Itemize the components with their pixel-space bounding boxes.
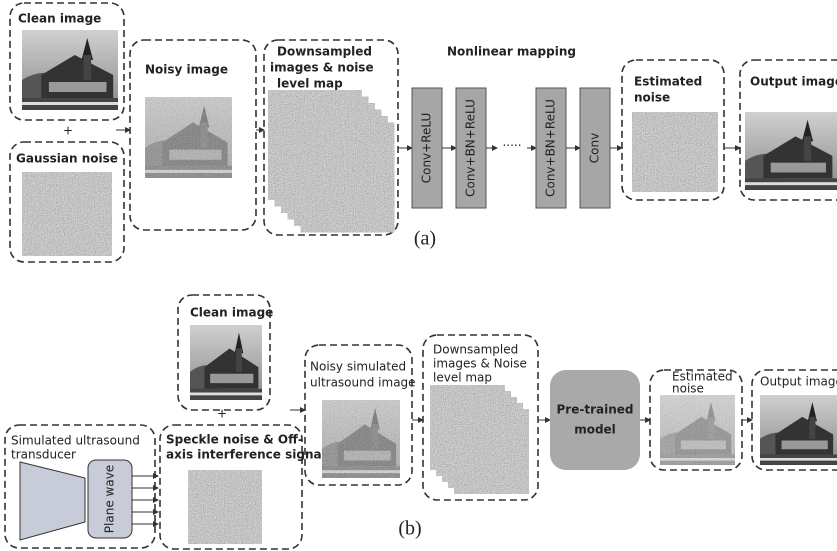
speckle-label: axis interference signals [166, 448, 333, 462]
feature-stack [268, 90, 395, 233]
downsampled-label: Downsampled [433, 343, 518, 357]
noisy-simulated-label: Noisy simulated [310, 360, 406, 374]
ellipsis: ····· [502, 139, 521, 153]
caption: (a) [414, 228, 436, 250]
model-label: Pre-trained [557, 403, 634, 417]
feature-map [301, 123, 395, 233]
layer-label: Conv+BN+ReLU [544, 99, 558, 197]
plane-wave-label: Plane wave [103, 465, 117, 533]
downsampled-label: Downsampled [277, 45, 372, 59]
noise-image [632, 112, 718, 192]
estimated-noise-label: noise [672, 382, 704, 396]
downsampled-label: images & Noise [433, 357, 527, 371]
output-image [745, 112, 837, 190]
clean-image [190, 325, 262, 400]
transducer-shape [20, 462, 85, 540]
downsampled-label: images & noise [270, 61, 374, 75]
feature-map [454, 409, 529, 494]
output-image-label: Output image [760, 375, 837, 389]
layer-label: Conv+ReLU [420, 113, 434, 184]
layer-label: Conv [588, 133, 602, 163]
feature-stack [430, 385, 529, 494]
estimated-noise-label: noise [634, 91, 670, 105]
noise-overlay [145, 97, 232, 178]
clean-image-label: Clean image [18, 12, 101, 26]
mapping-title: Nonlinear mapping [447, 45, 576, 59]
downsampled-label: level map [433, 371, 492, 385]
clean-image-label: Clean image [190, 306, 273, 320]
downsampled-label: level map [277, 77, 343, 91]
speckle-label: Speckle noise & Off- [166, 433, 303, 447]
noise-overlay [660, 395, 735, 465]
clean-image [22, 30, 118, 110]
output-image-label: Output image [750, 75, 837, 89]
noisy-simulated-label: ultrasound image [310, 376, 416, 390]
plus: + [63, 124, 73, 138]
model-label: model [574, 423, 616, 437]
plus: + [217, 407, 227, 421]
estimated-noise-label: Estimated [634, 75, 702, 89]
noisy-image-label: Noisy image [145, 63, 228, 77]
gaussian-noise-label: Gaussian noise [16, 152, 118, 166]
caption: (b) [398, 518, 421, 540]
diagram: Clean image + Gaussian noise Noisy image… [0, 0, 837, 551]
transducer-label: Simulated ultrasound [11, 434, 140, 448]
noise-image [188, 470, 262, 544]
output-image [760, 395, 837, 465]
transducer-label: transducer [11, 448, 76, 462]
noise-image [22, 172, 112, 256]
layer-label: Conv+BN+ReLU [464, 99, 478, 197]
noise-overlay [322, 400, 400, 478]
model-box [550, 370, 640, 470]
